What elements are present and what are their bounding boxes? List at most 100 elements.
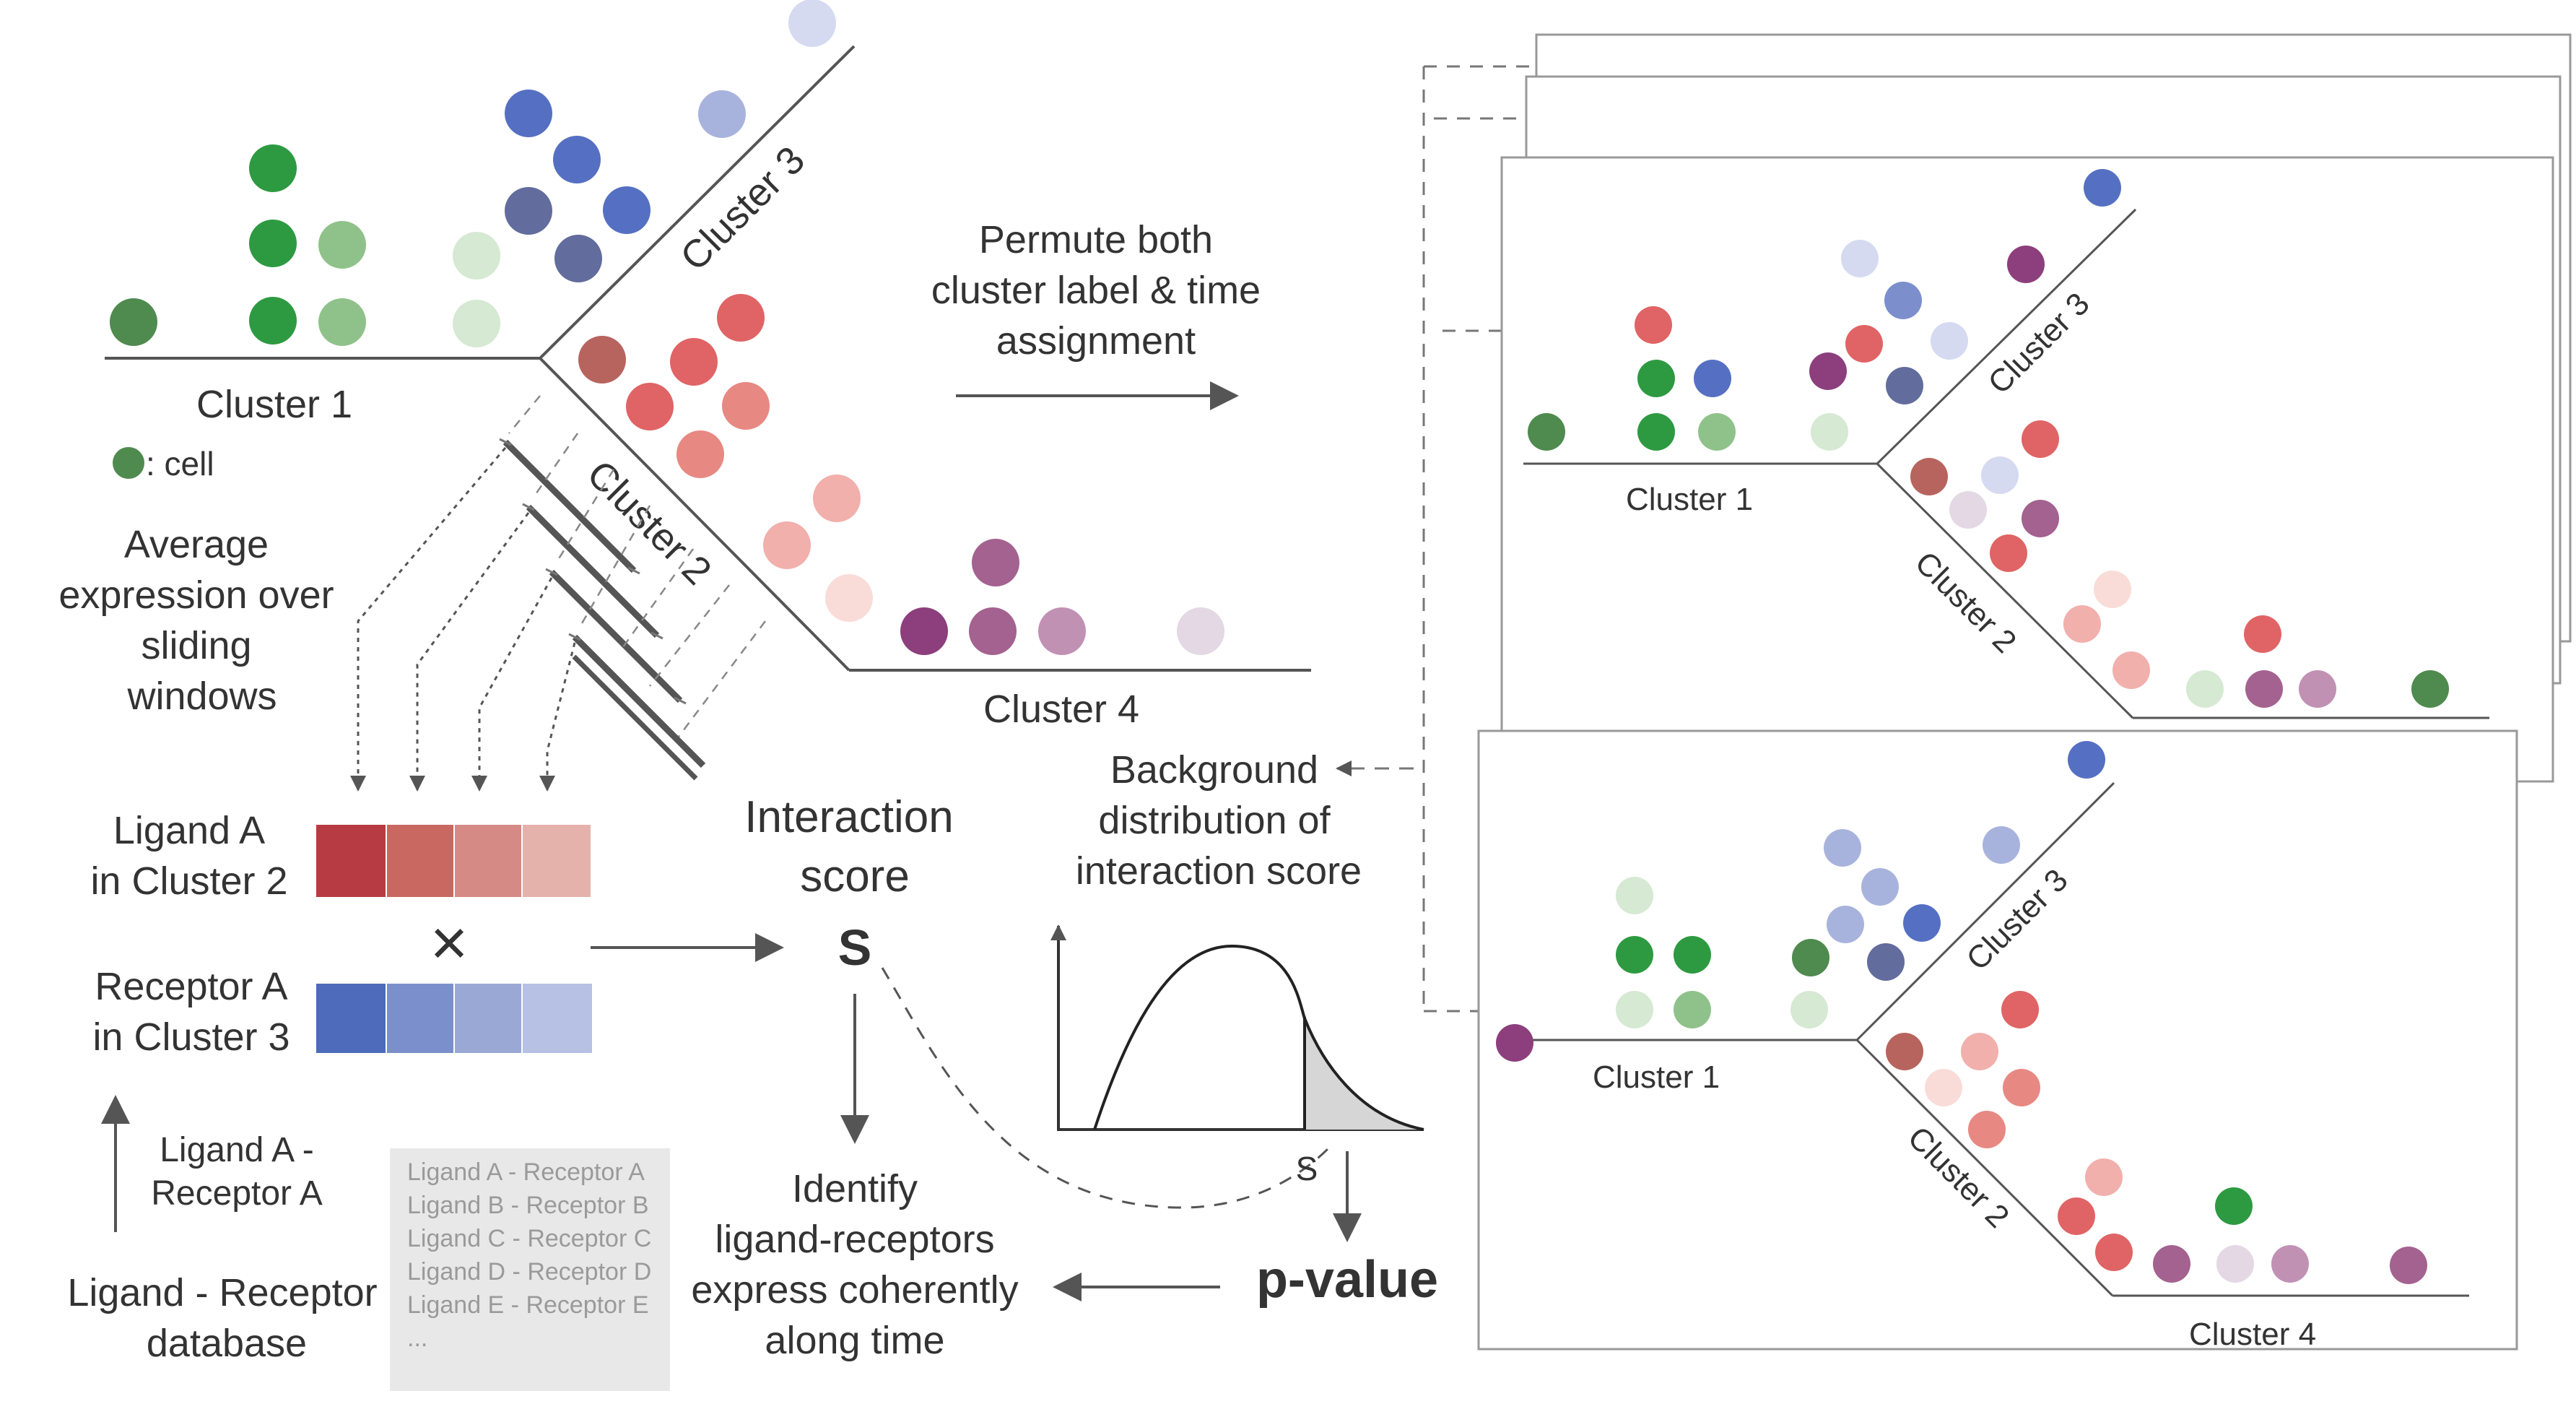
cell (2112, 651, 2150, 689)
cell (717, 294, 765, 342)
cell (2390, 1247, 2427, 1284)
cell (1674, 936, 1711, 974)
cell (2094, 571, 2131, 608)
cell (1694, 360, 1731, 397)
cell (318, 221, 366, 269)
cell (1903, 904, 1941, 942)
cell-legend-label: : cell (146, 445, 214, 482)
identify-line: ligand-receptors (715, 1218, 994, 1261)
cell (670, 338, 718, 386)
database-label-line: Ligand - Receptor (67, 1271, 377, 1314)
cell (2095, 1234, 2133, 1271)
caption-line: sliding (141, 624, 251, 667)
database-item: Ligand C - Receptor C (407, 1225, 651, 1252)
window-bar (526, 504, 660, 638)
cell (2085, 1158, 2123, 1196)
cell (2245, 670, 2283, 708)
database-item: Ligand D - Receptor D (407, 1258, 651, 1286)
plot-s-label: S (1296, 1150, 1318, 1187)
database-list: Ligand A - Receptor A Ligand B - Recepto… (390, 1148, 670, 1391)
cell (1931, 322, 1968, 360)
cells-cluster1 (110, 144, 500, 347)
cell (1038, 607, 1086, 655)
receptor-bar-cell (387, 984, 453, 1053)
cell (110, 298, 157, 346)
cell (788, 0, 836, 47)
receptor-bar-cell (523, 984, 592, 1053)
pvalue-label: p-value (1256, 1251, 1438, 1309)
receptor-bar-cell (455, 984, 521, 1053)
identify-line: Identify (792, 1167, 918, 1210)
trajectory-branch-cluster3 (539, 45, 856, 360)
distribution-curve (1093, 944, 1424, 1131)
cell (1990, 534, 2027, 572)
ligand-bar-cell (316, 825, 386, 897)
permute-caption: Permute both cluster label & time assign… (931, 218, 1261, 363)
cell (2186, 670, 2224, 708)
sliding-windows (350, 395, 766, 792)
identify-line: express coherently (691, 1268, 1018, 1312)
cell (453, 232, 500, 280)
panel-cells (1528, 169, 2449, 708)
cell (813, 474, 861, 522)
window-bar (572, 654, 698, 781)
cell (1811, 413, 1848, 451)
cells-cluster4 (900, 539, 1224, 655)
cell (825, 574, 873, 622)
permuted-panel-bottom: Cluster 1 Cluster 3 Cluster 2 Cluster 4 (1477, 729, 2518, 1352)
cell (1809, 352, 1847, 390)
cell (1886, 367, 1923, 404)
cell (1841, 240, 1879, 277)
cell (1910, 458, 1948, 495)
cell (2244, 615, 2281, 653)
panel-branch (1855, 781, 2115, 1041)
ligand-bar-cell (455, 825, 521, 897)
cell (2058, 1197, 2095, 1235)
cell (1861, 868, 1899, 906)
cell (2022, 500, 2059, 537)
cell (578, 336, 626, 384)
cell (722, 382, 770, 430)
cell (2215, 1187, 2253, 1225)
cell (1884, 282, 1922, 319)
pair-line: Ligand A - (160, 1131, 314, 1169)
cell (2001, 991, 2039, 1028)
background-line: interaction score (1076, 849, 1362, 893)
cell (2271, 1245, 2309, 1283)
trajectory-branch-cluster2 (539, 357, 850, 672)
window-bar (572, 634, 706, 768)
cell (505, 187, 552, 235)
cell (1949, 491, 1987, 529)
cluster3-label: Cluster 3 (672, 138, 813, 279)
cell (2063, 605, 2101, 643)
database-item: ... (407, 1325, 427, 1352)
database-box (390, 1148, 670, 1391)
receptor-label-line: in Cluster 3 (92, 1015, 290, 1059)
cell (249, 220, 297, 267)
cell (554, 235, 602, 282)
cell-legend-icon (113, 447, 144, 479)
window-bar (549, 569, 683, 703)
database-label: Ligand - Receptor database (67, 1271, 377, 1365)
identify-caption: Identify ligand-receptors express cohere… (691, 1167, 1018, 1362)
cell (1867, 943, 1905, 981)
cell (2068, 741, 2105, 779)
identify-line: along time (765, 1319, 944, 1362)
cell (1616, 877, 1653, 914)
ligand-label-line: in Cluster 2 (90, 859, 287, 903)
cell (698, 90, 746, 138)
cell (972, 539, 1019, 586)
cell (1616, 991, 1653, 1028)
cell (1637, 360, 1675, 397)
database-item: Ligand E - Receptor E (407, 1291, 649, 1319)
cell (1886, 1033, 1923, 1070)
cell (1925, 1069, 1962, 1106)
cell (763, 521, 811, 569)
pair-line: Receptor A (151, 1174, 322, 1213)
cell (1790, 991, 1828, 1028)
window-bar (502, 439, 637, 573)
cell (249, 144, 297, 192)
pair-caption: Ligand A - Receptor A (151, 1131, 322, 1213)
caption-line: windows (126, 675, 277, 718)
cell (1981, 456, 2019, 494)
